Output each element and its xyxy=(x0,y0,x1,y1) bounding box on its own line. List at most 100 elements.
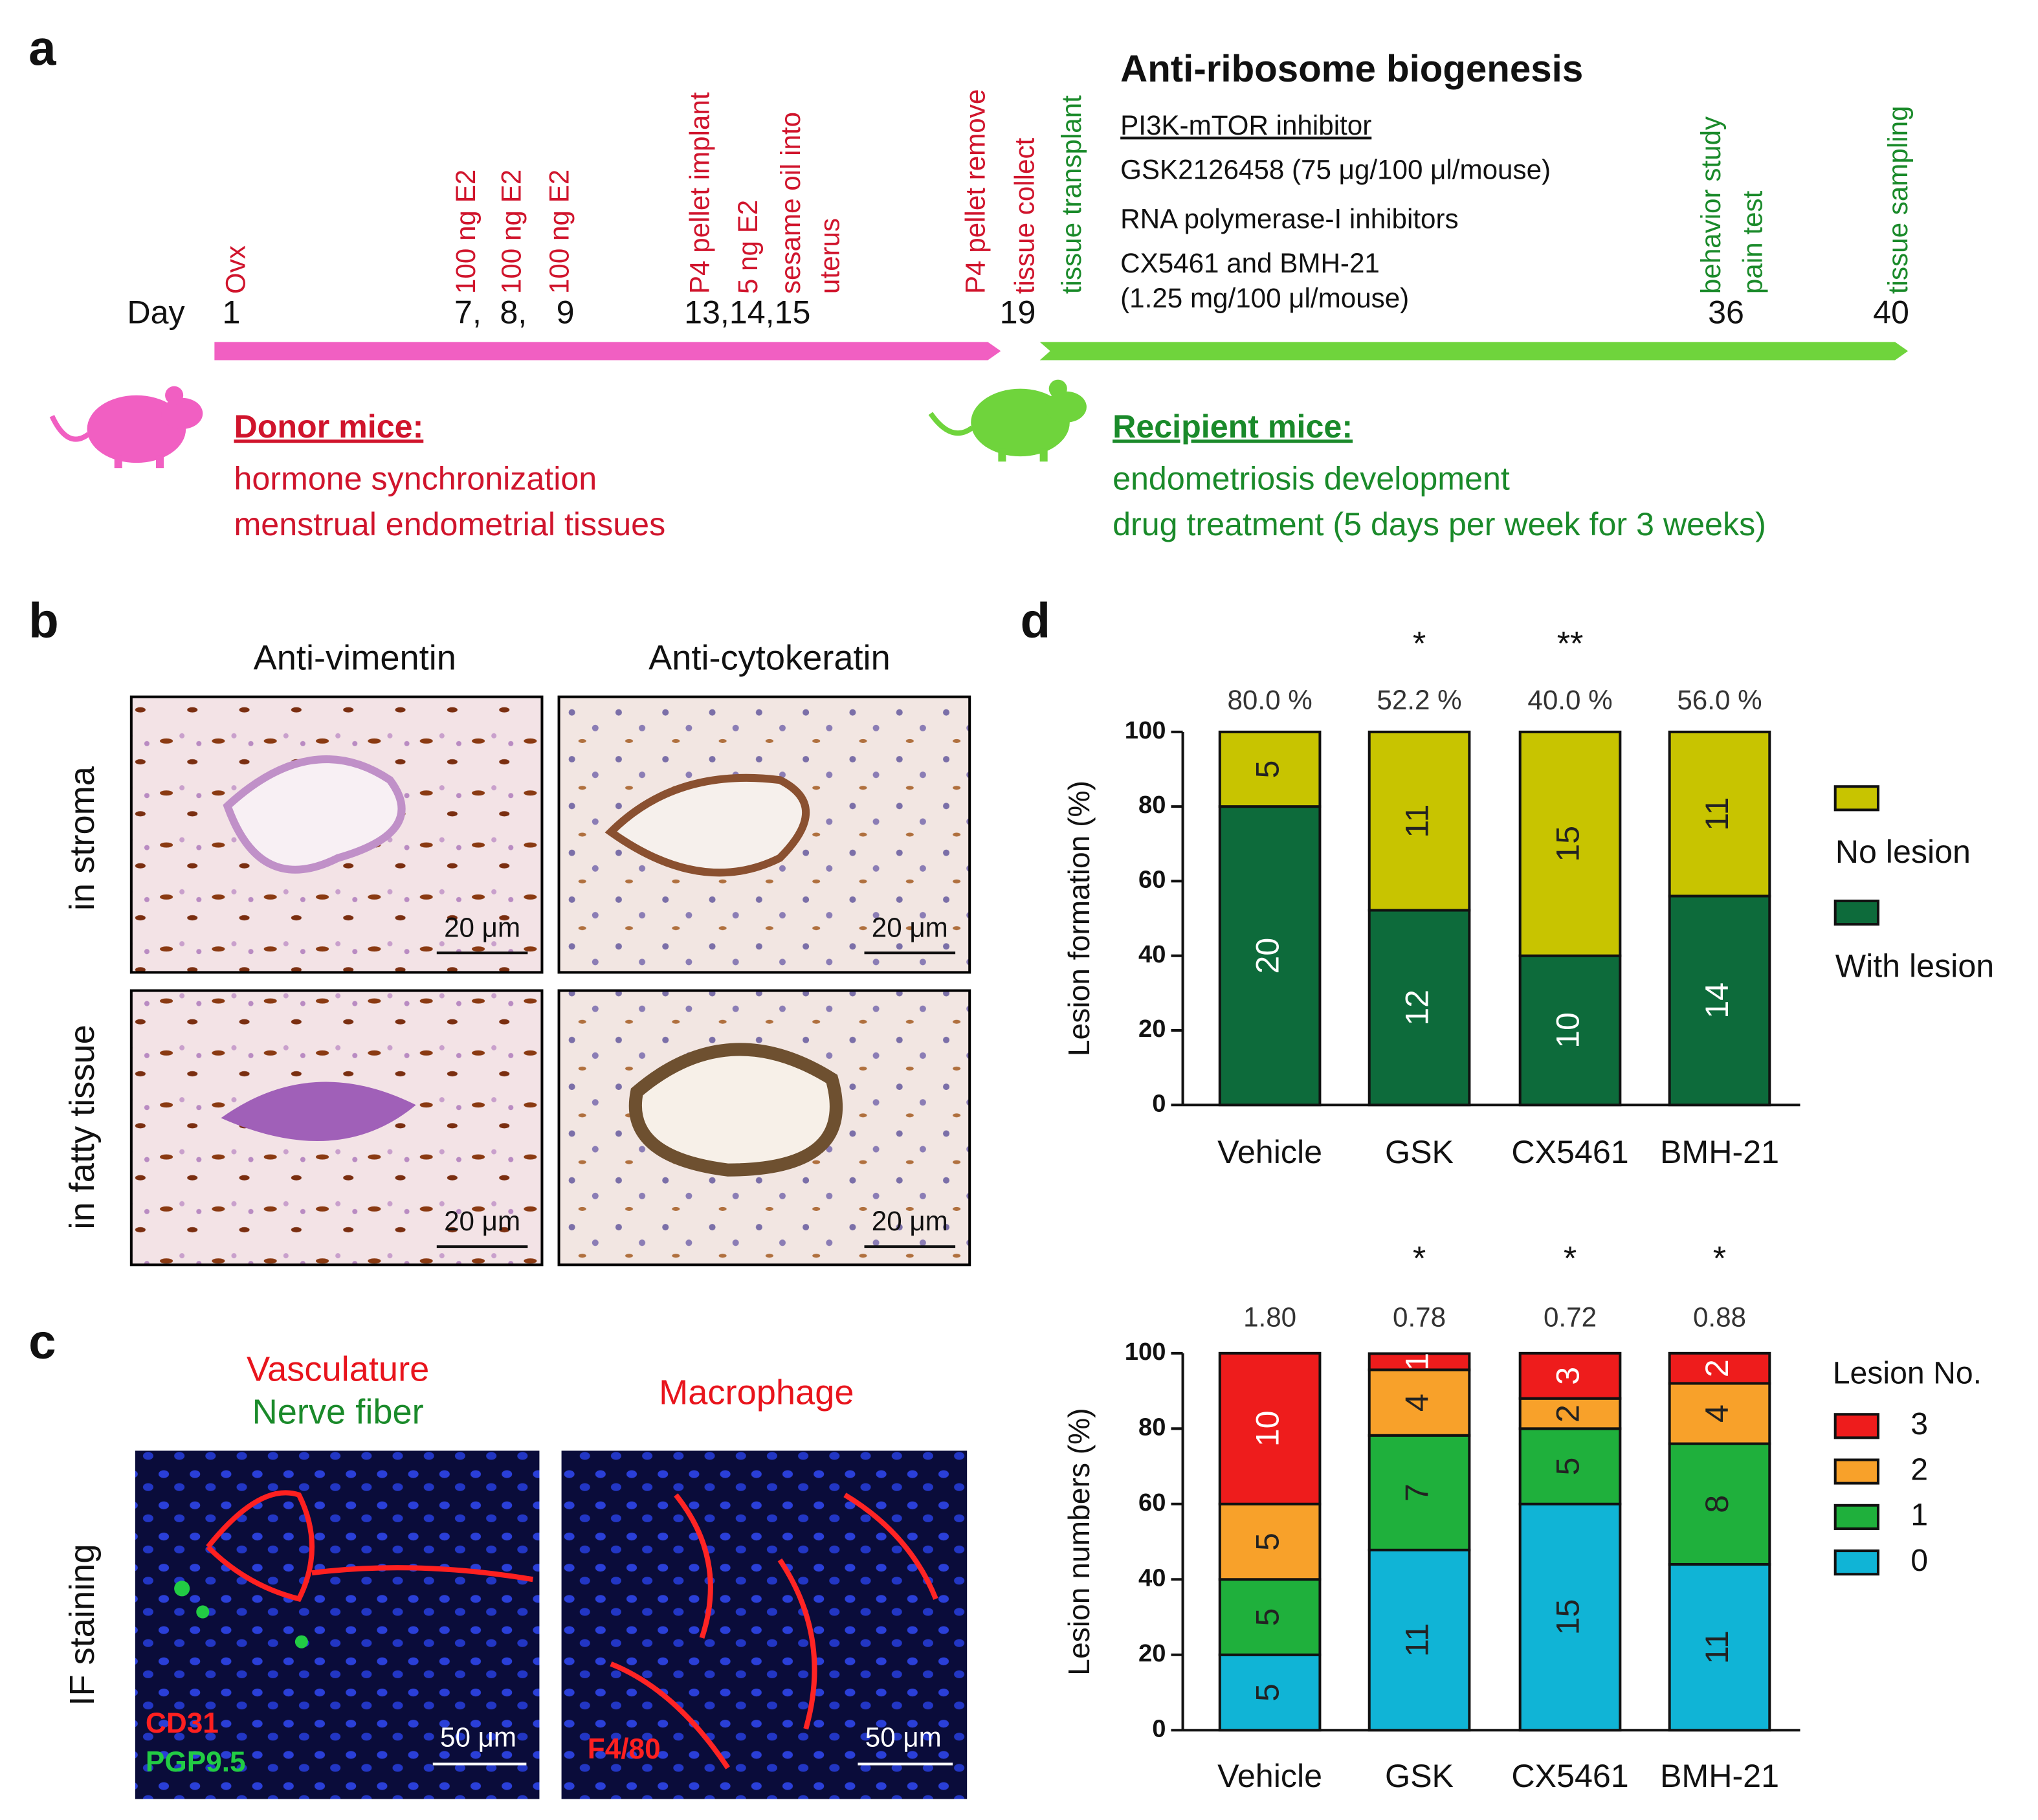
y-tick-label: 100 xyxy=(1125,716,1166,744)
y-axis-label: Lesion formation (%) xyxy=(1062,781,1096,1056)
segment-count: 4 xyxy=(1699,1404,1735,1423)
bar-segment xyxy=(1668,1442,1771,1566)
nerve-signal xyxy=(294,1635,308,1648)
group-title: Recipient mice: xyxy=(1113,408,1353,445)
segment-count: 4 xyxy=(1399,1393,1435,1412)
legend-label: With lesion xyxy=(1835,948,1994,984)
donor-timeline xyxy=(214,342,1001,361)
x-tick-label: CX5461 xyxy=(1511,1758,1628,1794)
x-tick-label: CX5461 xyxy=(1511,1134,1628,1170)
legend-title: Lesion No. xyxy=(1833,1356,1982,1391)
event-label: sesame oil into xyxy=(775,112,806,294)
event-label: P4 pellet implant xyxy=(685,92,715,294)
group-title: Donor mice: xyxy=(234,408,423,445)
stain-label: F4/80 xyxy=(588,1733,661,1765)
group-line: drug treatment (5 days per week for 3 we… xyxy=(1113,506,1766,542)
segment-count: 5 xyxy=(1249,760,1285,779)
donor-mouse-icon xyxy=(49,386,203,469)
top-label: 80.0 % xyxy=(1227,685,1312,715)
significance: ** xyxy=(1557,625,1584,663)
fluorescence-image xyxy=(135,1450,540,1799)
segment-count: 3 xyxy=(1549,1367,1586,1385)
legend-label: 1 xyxy=(1911,1498,1928,1533)
y-tick-label: 20 xyxy=(1138,1639,1166,1667)
legend-label: 2 xyxy=(1911,1452,1928,1487)
significance: * xyxy=(1413,625,1426,663)
day-number: 9 xyxy=(557,294,575,330)
bar-segment xyxy=(1218,1351,1322,1505)
scale-bar-label: 50 μm xyxy=(440,1722,516,1752)
x-tick-label: BMH-21 xyxy=(1660,1758,1779,1794)
bar-segment xyxy=(1368,1352,1471,1371)
top-label: 56.0 % xyxy=(1677,685,1762,715)
day-number: 36 xyxy=(1708,294,1744,330)
image-title: Macrophage xyxy=(659,1373,854,1412)
y-tick-label: 20 xyxy=(1138,1015,1166,1043)
legend-swatch xyxy=(1833,1458,1879,1485)
bar-segment xyxy=(1518,730,1622,957)
image-title: Vasculature xyxy=(247,1349,429,1388)
legend-swatch xyxy=(1833,785,1879,812)
top-label: 1.80 xyxy=(1243,1302,1296,1333)
event-label: 100 ng E2 xyxy=(450,170,481,294)
bar-segment xyxy=(1668,894,1771,1107)
event-label: P4 pellet remove xyxy=(960,89,990,294)
scale-bar-label: 20 μm xyxy=(872,912,948,942)
treatment-line: (1.25 mg/100 μl/mouse) xyxy=(1120,283,1409,313)
legend-swatch xyxy=(1833,1413,1879,1439)
day-number: 40 xyxy=(1873,294,1909,330)
segment-count: 7 xyxy=(1399,1483,1435,1502)
day-number: 19 xyxy=(1000,294,1036,330)
x-tick-label: GSK xyxy=(1385,1758,1454,1794)
column-title: Anti-vimentin xyxy=(254,639,456,678)
segment-count: 5 xyxy=(1249,1683,1285,1702)
column-title: Anti-cytokeratin xyxy=(648,639,891,678)
day-number: 13,14,15 xyxy=(684,294,810,330)
recipient-timeline xyxy=(1039,342,1909,361)
y-tick-label: 100 xyxy=(1125,1338,1166,1366)
nerve-signal xyxy=(196,1605,210,1619)
treatment-title: Anti-ribosome biogenesis xyxy=(1120,48,1583,90)
group-line: hormone synchronization xyxy=(234,461,597,497)
x-tick-label: Vehicle xyxy=(1217,1758,1322,1794)
bar-segment xyxy=(1368,1548,1471,1732)
significance: * xyxy=(1713,1240,1726,1278)
segment-count: 8 xyxy=(1699,1495,1735,1513)
image-title: Nerve fiber xyxy=(252,1393,424,1432)
x-tick-label: Vehicle xyxy=(1217,1134,1322,1170)
segment-count: 2 xyxy=(1549,1404,1586,1423)
segment-count: 10 xyxy=(1549,1012,1586,1049)
tissue-structure xyxy=(628,1043,843,1177)
tissue-structure xyxy=(221,1082,416,1142)
treatment-line: RNA polymerase-I inhibitors xyxy=(1120,204,1458,234)
segment-count: 15 xyxy=(1549,1599,1586,1636)
panel-label: d xyxy=(1021,593,1051,648)
event-label: 5 ng E2 xyxy=(733,200,763,294)
day-number: 7, xyxy=(454,294,482,330)
segment-count: 5 xyxy=(1249,1608,1285,1626)
segment-count: 1 xyxy=(1399,1353,1435,1371)
recipient-mouse-icon xyxy=(928,379,1087,462)
macrophage-signal xyxy=(610,1493,938,1770)
scale-bar-label: 50 μm xyxy=(865,1722,942,1752)
segment-count: 15 xyxy=(1549,826,1586,862)
legend-label: 3 xyxy=(1911,1406,1928,1441)
x-tick-label: GSK xyxy=(1385,1134,1454,1170)
y-tick-label: 40 xyxy=(1138,1564,1166,1592)
group-line: endometriosis development xyxy=(1113,461,1510,497)
day-number: 8, xyxy=(500,294,527,330)
event-label: 100 ng E2 xyxy=(496,170,526,294)
y-tick-label: 0 xyxy=(1152,1089,1166,1117)
bar-segment xyxy=(1518,1502,1622,1732)
bar-segment xyxy=(1218,805,1322,1107)
stain-label: PGP9.5 xyxy=(146,1746,246,1778)
y-tick-label: 80 xyxy=(1138,1413,1166,1441)
bar-segment xyxy=(1518,1427,1622,1505)
day-label: Day xyxy=(127,294,184,330)
segment-count: 5 xyxy=(1249,1533,1285,1551)
bar-segment xyxy=(1668,1351,1771,1385)
bar-segment xyxy=(1368,909,1471,1107)
segment-count: 5 xyxy=(1549,1458,1586,1476)
scale-bar-label: 20 μm xyxy=(444,1206,520,1236)
